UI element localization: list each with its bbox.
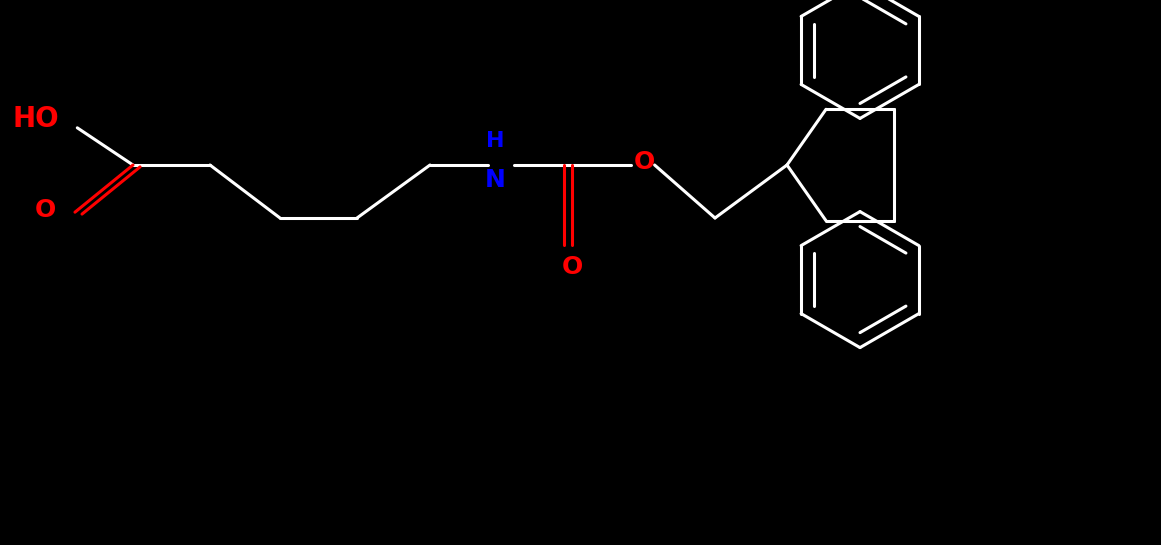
Text: N: N — [485, 168, 506, 192]
Text: O: O — [634, 150, 655, 174]
Text: HO: HO — [12, 105, 59, 132]
Text: O: O — [562, 255, 583, 278]
Text: O: O — [35, 198, 57, 222]
Text: H: H — [486, 131, 505, 152]
